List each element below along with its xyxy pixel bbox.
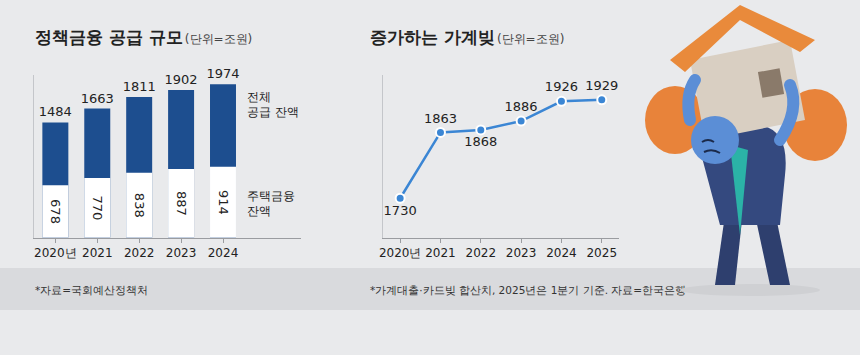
html-text:정책금융 공급 규모(단위=조원): 정책금융 공급 규모(단위=조원) <box>35 27 253 47</box>
svg-text:1929: 1929 <box>585 78 618 93</box>
svg-text:2023: 2023 <box>166 246 197 260</box>
svg-text:2022: 2022 <box>124 246 155 260</box>
html-text:증가하는 가계빚(단위=조원): 증가하는 가계빚(단위=조원) <box>370 27 565 47</box>
svg-text:전체공급 잔액: 전체공급 잔액 <box>247 90 299 119</box>
svg-text:2024: 2024 <box>208 246 239 260</box>
svg-text:2020년: 2020년 <box>379 246 422 260</box>
svg-text:678: 678 <box>48 199 63 224</box>
svg-text:2022: 2022 <box>466 246 497 260</box>
html-text:*자료=국회예산정책처: *자료=국회예산정책처 <box>35 284 149 296</box>
svg-text:914: 914 <box>216 190 231 215</box>
svg-text:1974: 1974 <box>206 66 239 81</box>
svg-text:2021: 2021 <box>425 246 456 260</box>
svg-text:1484: 1484 <box>39 104 72 119</box>
svg-text:1902: 1902 <box>165 72 198 87</box>
svg-text:1663: 1663 <box>81 91 114 106</box>
svg-text:1886: 1886 <box>505 99 538 114</box>
svg-text:1863: 1863 <box>424 111 457 126</box>
svg-text:2023: 2023 <box>506 246 537 260</box>
svg-text:887: 887 <box>174 191 189 216</box>
svg-text:1811: 1811 <box>123 79 156 94</box>
svg-text:838: 838 <box>132 193 147 218</box>
svg-text:2025: 2025 <box>586 246 617 260</box>
svg-text:2020년: 2020년 <box>34 246 77 260</box>
html-text:*가계대출·카드빚 합산치, 2025년은 1분기 기준.: *가계대출·카드빚 합산치, 2025년은 1분기 기준. 자료=한국은행 <box>370 284 687 296</box>
svg-text:주택금융잔액: 주택금융잔액 <box>247 189 295 218</box>
svg-text:1868: 1868 <box>464 134 497 149</box>
svg-text:2021: 2021 <box>82 246 113 260</box>
svg-text:770: 770 <box>90 195 105 220</box>
svg-text:2024: 2024 <box>546 246 577 260</box>
svg-text:1730: 1730 <box>384 203 417 218</box>
svg-text:1926: 1926 <box>545 79 578 94</box>
